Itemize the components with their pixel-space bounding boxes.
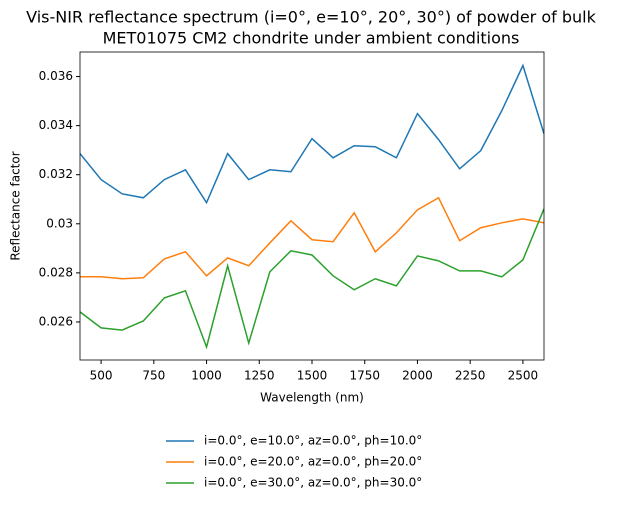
legend-label: i=0.0°, e=20.0°, az=0.0°, ph=20.0°: [204, 455, 422, 469]
y-tick-label: 0.03: [46, 216, 73, 230]
x-tick-label: 2000: [402, 369, 433, 383]
x-tick-label: 1750: [349, 369, 380, 383]
x-tick-label: 2250: [455, 369, 486, 383]
legend-label: i=0.0°, e=30.0°, az=0.0°, ph=30.0°: [204, 476, 422, 490]
series-line: [80, 208, 544, 350]
x-tick-label: 500: [90, 369, 113, 383]
legend-label: i=0.0°, e=10.0°, az=0.0°, ph=10.0°: [204, 434, 422, 448]
chart-title: Vis-NIR reflectance spectrum (i=0°, e=10…: [26, 8, 596, 27]
x-tick-label: 2500: [508, 369, 539, 383]
series-line: [80, 63, 544, 205]
x-tick-label: 750: [142, 369, 165, 383]
y-tick-label: 0.026: [39, 314, 73, 328]
y-tick-label: 0.028: [39, 265, 73, 279]
x-tick-label: 1500: [297, 369, 328, 383]
y-tick-label: 0.032: [39, 167, 73, 181]
plot-frame: [79, 51, 545, 361]
y-tick-label: 0.036: [39, 69, 73, 83]
series-line: [80, 196, 544, 280]
chart-title: MET01075 CM2 chondrite under ambient con…: [103, 29, 520, 48]
y-tick-label: 0.034: [39, 118, 73, 132]
x-tick-label: 1250: [244, 369, 275, 383]
x-tick-label: 1000: [191, 369, 222, 383]
x-axis-label: Wavelength (nm): [260, 391, 364, 405]
y-axis-label: Reflectance factor: [9, 151, 23, 260]
